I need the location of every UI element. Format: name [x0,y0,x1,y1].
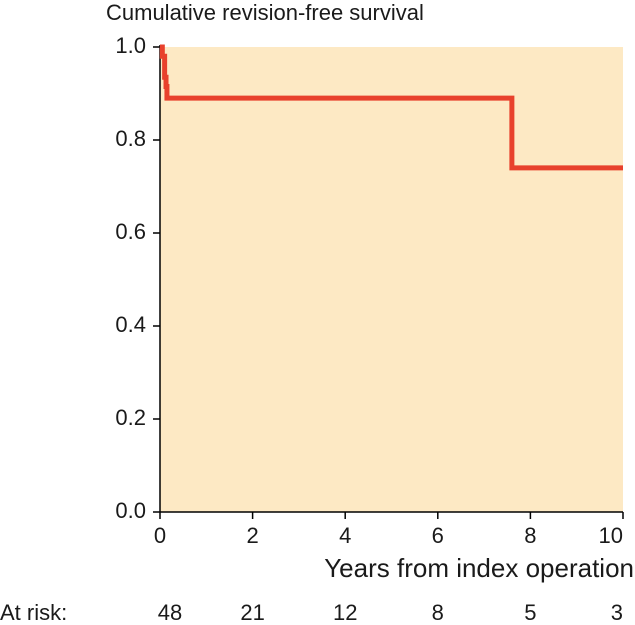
y-tick-label: 0.0 [115,498,146,523]
survival-line [159,44,623,171]
x-tick-label: 2 [246,523,258,548]
y-tick-label: 0.8 [115,126,146,151]
chart-title: Cumulative revision-free survival [106,0,424,25]
x-tick-label: 0 [154,523,166,548]
y-tick-label: 1.0 [115,33,146,58]
at-risk-value: 21 [240,600,264,625]
x-tick-label: 4 [339,523,351,548]
y-tick-label: 0.2 [115,405,146,430]
at-risk-value: 3 [611,600,623,625]
plot-background [160,47,623,512]
x-tick-label: 8 [524,523,536,548]
x-tick-label: 6 [432,523,444,548]
x-axis-label: Years from index operation [324,553,634,583]
at-risk-value: 5 [524,600,536,625]
at-risk-label: At risk: [0,600,67,625]
at-risk-value: 8 [432,600,444,625]
at-risk-value: 12 [333,600,357,625]
x-tick-label: 10 [599,523,623,548]
y-tick-label: 0.6 [115,219,146,244]
y-tick-label: 0.4 [115,312,146,337]
at-risk-value: 48 [158,600,182,625]
